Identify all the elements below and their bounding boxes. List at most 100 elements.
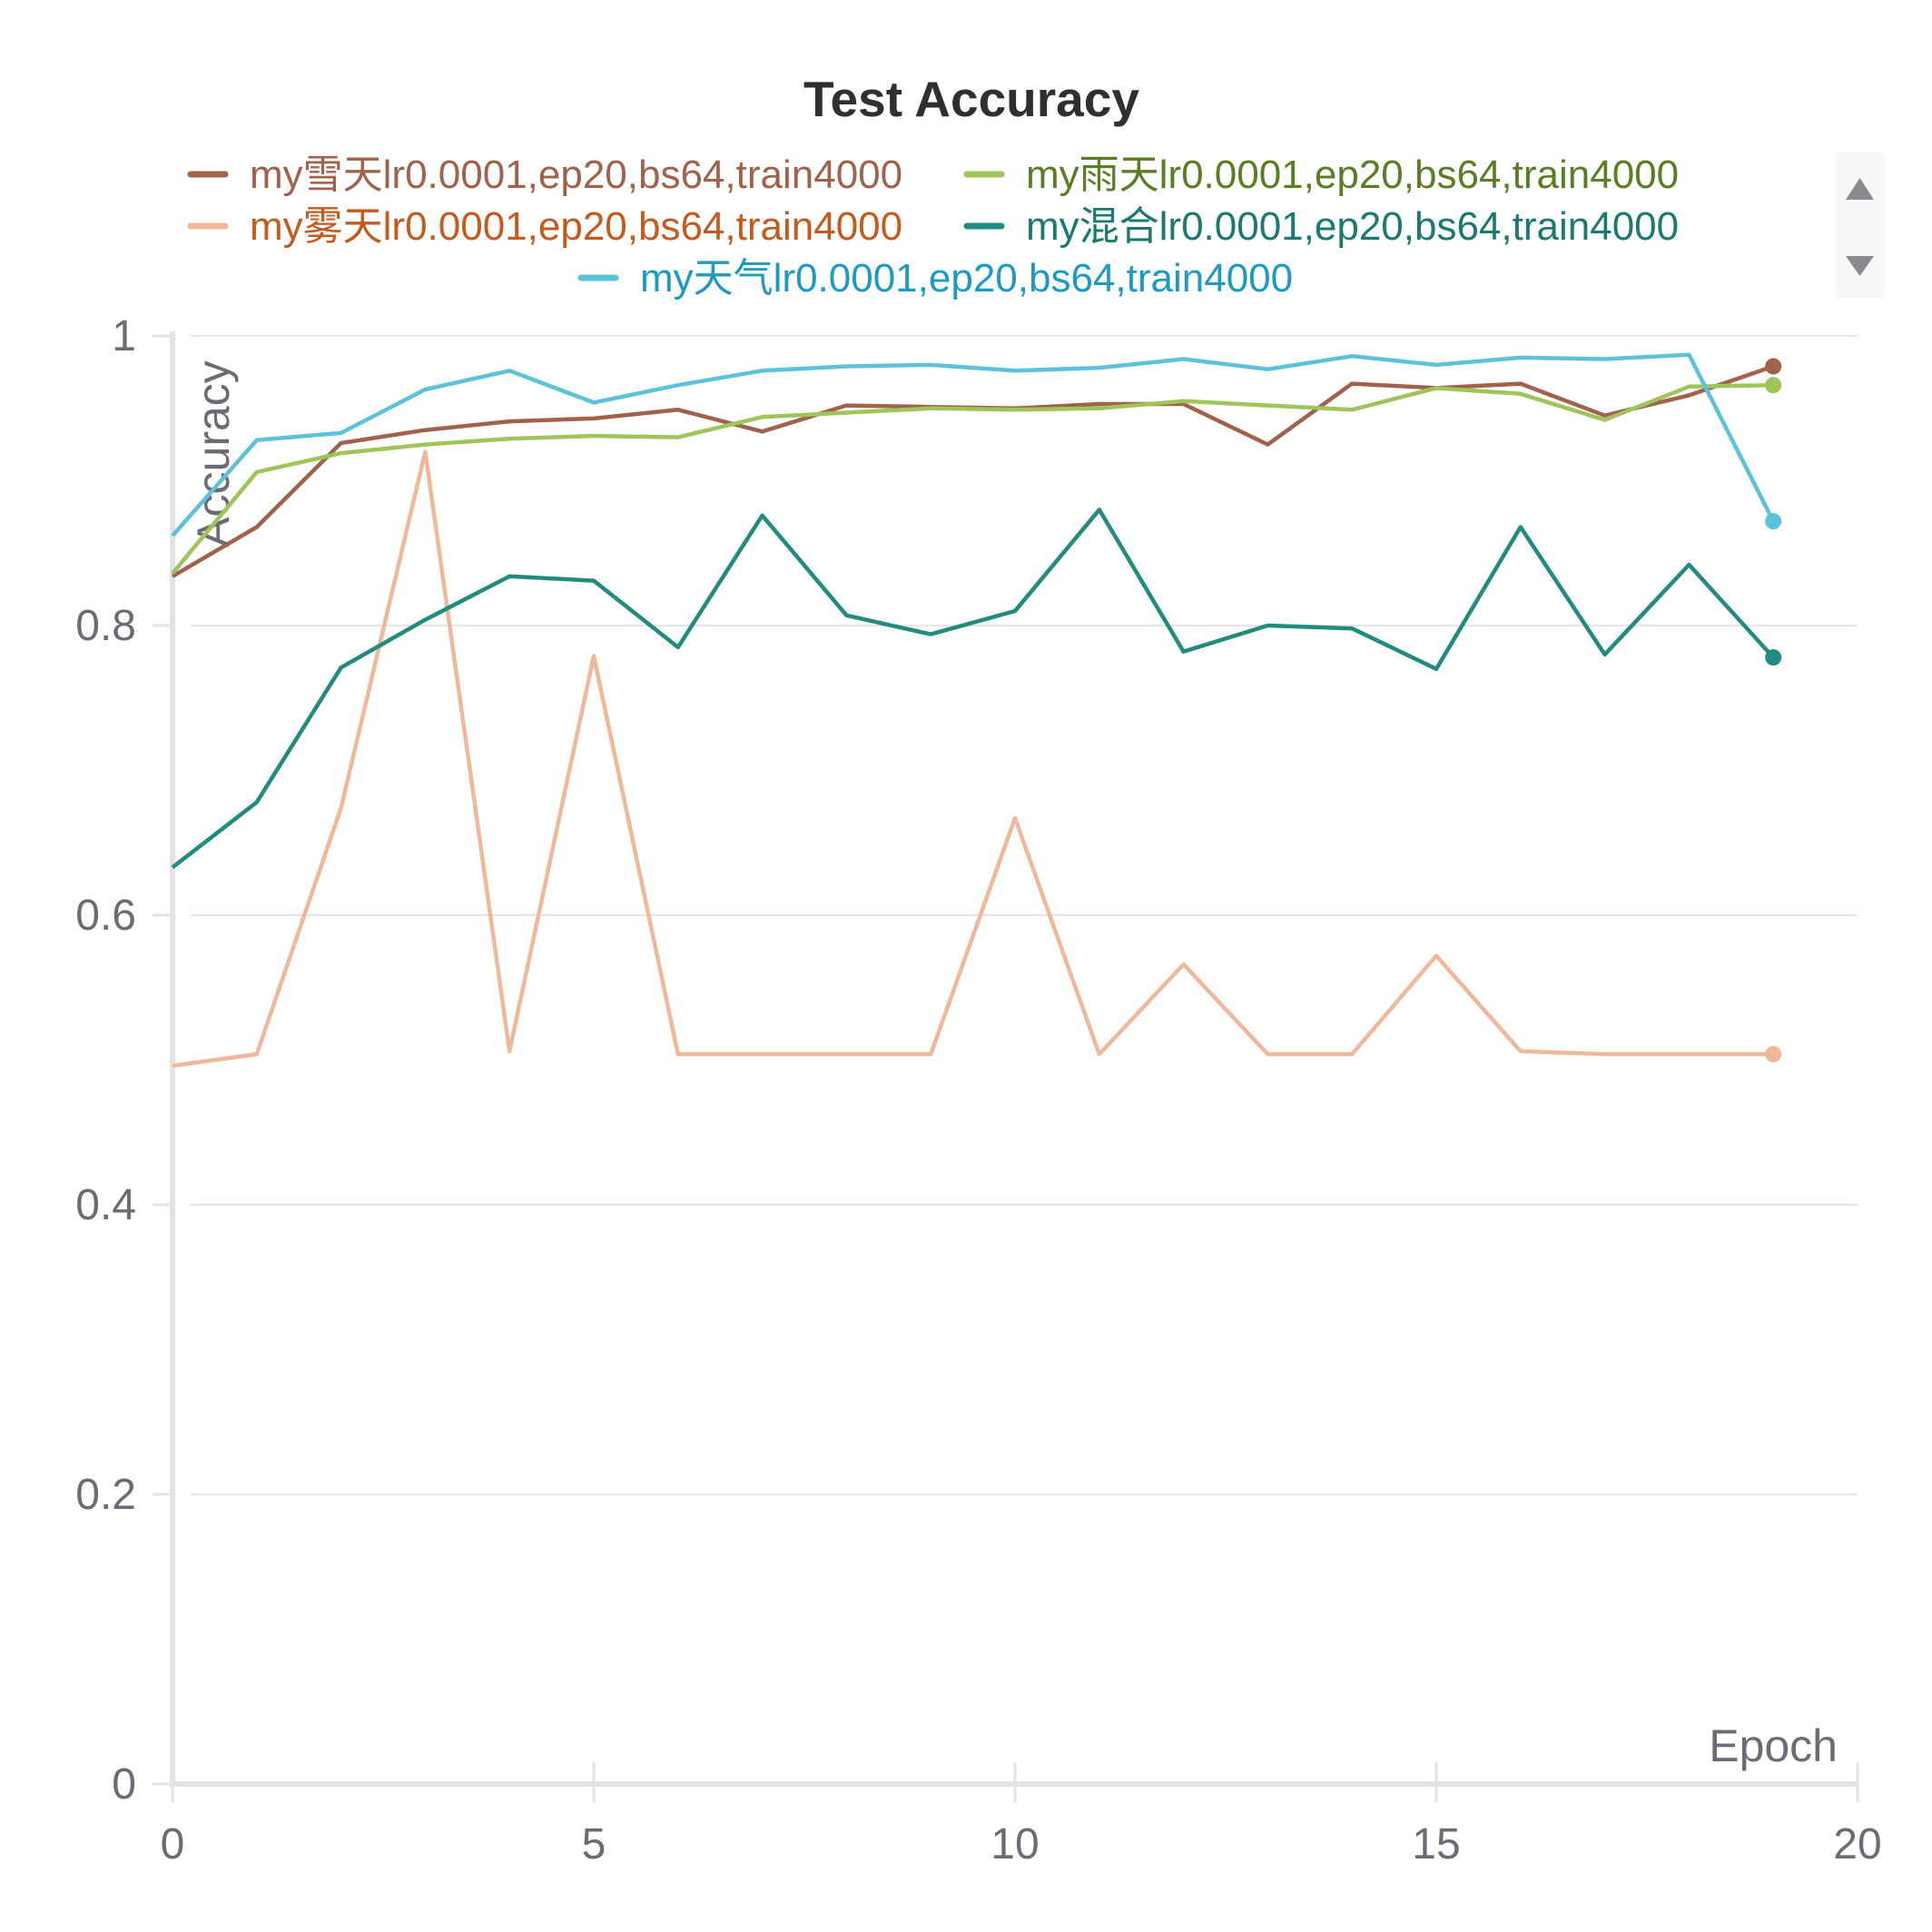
y-axis-ticks: 0 0.2 0.4 0.6 0.8 1 bbox=[75, 312, 172, 1809]
data-point bbox=[591, 416, 596, 421]
data-point bbox=[1518, 381, 1523, 387]
data-point bbox=[422, 449, 428, 455]
legend-item[interactable]: my天气lr0.0001,ep20,bs64,train4000 bbox=[577, 256, 1293, 301]
series-end-point bbox=[1765, 358, 1782, 375]
data-point bbox=[1349, 626, 1355, 631]
y-tick-label: 0.8 bbox=[75, 602, 136, 650]
legend-item[interactable]: my雾天lr0.0001,ep20,bs64,train4000 bbox=[187, 204, 902, 249]
data-point bbox=[254, 438, 260, 443]
data-point bbox=[1181, 961, 1187, 967]
data-point bbox=[675, 382, 681, 388]
data-point bbox=[1181, 649, 1187, 655]
gridlines bbox=[191, 335, 1858, 1495]
series-end-point bbox=[1765, 513, 1782, 530]
data-point bbox=[1518, 391, 1523, 397]
legend-label: my天气lr0.0001,ep20,bs64,train4000 bbox=[640, 256, 1293, 301]
x-tick-label: 10 bbox=[991, 1820, 1039, 1868]
legend: my雪天lr0.0001,ep20,bs64,train4000 my雨天lr0.… bbox=[187, 153, 1679, 301]
data-point bbox=[591, 578, 596, 584]
y-tick-label: 0.4 bbox=[75, 1181, 136, 1229]
data-point bbox=[591, 433, 596, 439]
data-point bbox=[1012, 608, 1018, 614]
data-point bbox=[1012, 368, 1018, 373]
data-point bbox=[1434, 953, 1439, 959]
data-point bbox=[1518, 525, 1523, 530]
chart-title: Test Accuracy bbox=[803, 71, 1139, 127]
y-tick-label: 1 bbox=[112, 312, 136, 360]
data-point bbox=[507, 436, 512, 441]
data-point bbox=[170, 533, 175, 538]
data-point bbox=[507, 574, 512, 579]
data-point bbox=[760, 429, 765, 434]
data-point bbox=[1602, 1051, 1608, 1057]
triangle-down-icon[interactable] bbox=[1846, 256, 1874, 276]
data-point bbox=[760, 414, 765, 419]
legend-scroll-controls bbox=[1836, 153, 1885, 298]
triangle-up-icon[interactable] bbox=[1846, 178, 1874, 200]
legend-label: my雾天lr0.0001,ep20,bs64,train4000 bbox=[250, 204, 902, 249]
data-point bbox=[170, 864, 175, 870]
data-point bbox=[843, 410, 849, 416]
data-point bbox=[422, 617, 428, 623]
legend-label: my雪天lr0.0001,ep20,bs64,train4000 bbox=[250, 153, 902, 197]
data-point bbox=[1181, 399, 1187, 404]
y-tick-label: 0 bbox=[112, 1760, 136, 1809]
data-point bbox=[254, 800, 260, 805]
legend-label: my混合lr0.0001,ep20,bs64,train4000 bbox=[1026, 204, 1679, 249]
data-point bbox=[843, 1051, 849, 1057]
data-point bbox=[339, 430, 344, 436]
legend-item[interactable]: my雨天lr0.0001,ep20,bs64,train4000 bbox=[963, 153, 1679, 197]
data-point bbox=[1602, 652, 1608, 657]
data-point bbox=[1265, 367, 1270, 372]
data-point bbox=[1265, 623, 1270, 628]
data-point bbox=[843, 403, 849, 409]
data-point bbox=[1012, 815, 1018, 821]
legend-scroll-track bbox=[1836, 153, 1885, 298]
data-point bbox=[170, 1063, 175, 1069]
data-point bbox=[339, 440, 344, 446]
data-point bbox=[339, 665, 344, 670]
x-tick-label: 5 bbox=[582, 1820, 606, 1868]
data-point bbox=[928, 632, 933, 637]
legend-item[interactable]: my雪天lr0.0001,ep20,bs64,train4000 bbox=[187, 153, 902, 197]
data-point bbox=[675, 407, 681, 412]
data-point bbox=[1349, 407, 1355, 412]
data-point bbox=[1518, 355, 1523, 360]
data-point bbox=[1097, 507, 1102, 512]
data-point bbox=[1265, 403, 1270, 409]
series-line-5 bbox=[171, 352, 1776, 537]
data-point bbox=[1602, 418, 1608, 423]
data-point bbox=[339, 805, 344, 811]
data-point bbox=[675, 1051, 681, 1057]
y-axis-label: Accuracy bbox=[188, 360, 239, 547]
legend-item[interactable]: my混合lr0.0001,ep20,bs64,train4000 bbox=[963, 204, 1679, 249]
data-point bbox=[1518, 1049, 1523, 1054]
data-point bbox=[928, 406, 933, 411]
data-point bbox=[170, 571, 175, 577]
data-point bbox=[507, 1049, 512, 1054]
data-point bbox=[422, 428, 428, 433]
data-point bbox=[254, 469, 260, 475]
data-point bbox=[339, 450, 344, 456]
data-point bbox=[1265, 1051, 1270, 1057]
x-tick-label: 20 bbox=[1833, 1820, 1881, 1868]
x-axis-ticks: 0 5 10 15 20 bbox=[161, 1762, 1882, 1868]
data-point bbox=[1349, 1051, 1355, 1057]
legend-label: my雨天lr0.0001,ep20,bs64,train4000 bbox=[1026, 153, 1679, 197]
data-point bbox=[760, 368, 765, 373]
data-point bbox=[1012, 407, 1018, 412]
x-tick-label: 15 bbox=[1412, 1820, 1460, 1868]
x-tick-label: 0 bbox=[161, 1820, 185, 1868]
data-point bbox=[1686, 562, 1691, 567]
data-point bbox=[1686, 384, 1691, 389]
data-point bbox=[507, 419, 512, 424]
series-end-point bbox=[1765, 649, 1782, 666]
series-end-point bbox=[1765, 1046, 1782, 1063]
data-point bbox=[254, 1051, 260, 1057]
data-point bbox=[1181, 357, 1187, 362]
data-point bbox=[1349, 381, 1355, 387]
data-point bbox=[1349, 353, 1355, 359]
data-point bbox=[507, 368, 512, 373]
x-axis-label: Epoch bbox=[1709, 1720, 1838, 1771]
